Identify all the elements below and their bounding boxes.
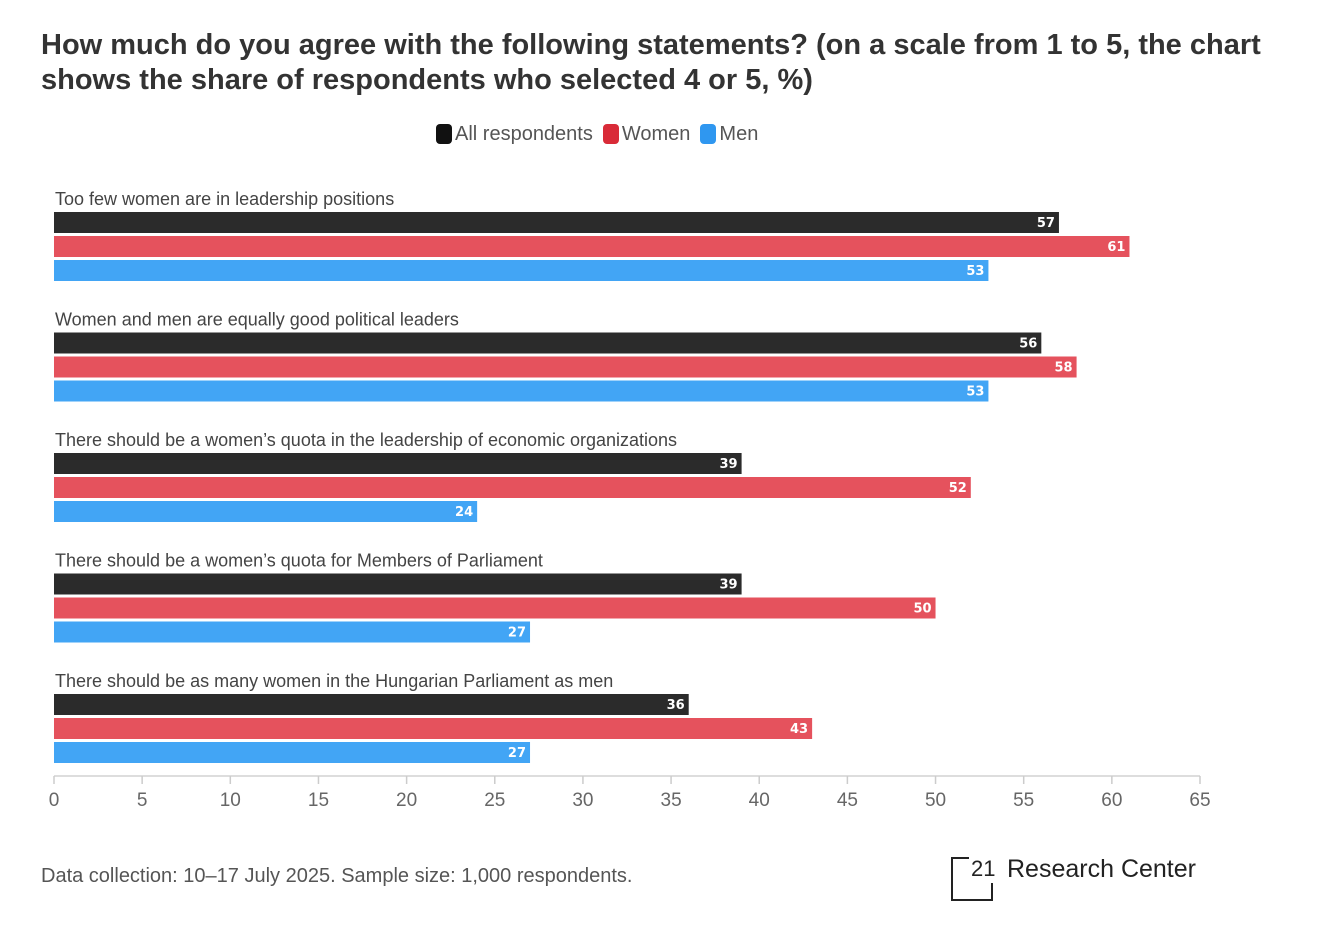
bar-value-label: 27 bbox=[508, 626, 526, 641]
bar-value-label: 56 bbox=[1019, 337, 1037, 352]
category-label: Women and men are equally good political… bbox=[55, 310, 459, 330]
bar-1 bbox=[54, 477, 971, 498]
bar-value-label: 39 bbox=[720, 457, 738, 472]
x-tick-label: 45 bbox=[837, 790, 858, 811]
x-tick-label: 30 bbox=[572, 790, 593, 811]
legend-label-all: All respondents bbox=[455, 122, 593, 145]
legend-swatch-all bbox=[436, 124, 452, 144]
bar-value-label: 39 bbox=[720, 578, 738, 593]
logo-mark: 21 bbox=[951, 857, 995, 901]
x-tick-label: 65 bbox=[1189, 790, 1210, 811]
bar-2 bbox=[54, 621, 531, 643]
bar-2 bbox=[54, 380, 989, 402]
bar-2 bbox=[54, 260, 989, 281]
legend-label-men: Men bbox=[719, 122, 759, 145]
logo: 21 Research Center bbox=[951, 857, 1196, 901]
x-tick-label: 35 bbox=[661, 790, 682, 811]
category-label: Too few women are in leadership position… bbox=[55, 189, 394, 209]
legend-item-women: Women bbox=[602, 122, 691, 146]
bar-value-label: 61 bbox=[1107, 240, 1125, 255]
logo-text: Research Center bbox=[1007, 855, 1196, 883]
x-tick-label: 10 bbox=[220, 790, 241, 811]
bar-value-label: 36 bbox=[667, 698, 685, 713]
x-tick-label: 60 bbox=[1101, 790, 1122, 811]
x-tick-label: 15 bbox=[308, 790, 329, 811]
bar-0 bbox=[54, 212, 1059, 233]
x-tick-label: 55 bbox=[1013, 790, 1034, 811]
bar-value-label: 58 bbox=[1054, 361, 1072, 376]
bar-1 bbox=[54, 718, 813, 739]
bar-0 bbox=[54, 453, 742, 474]
legend-item-all: All respondents bbox=[436, 123, 593, 146]
bar-value-label: 57 bbox=[1037, 216, 1055, 231]
legend-item-men: Men bbox=[700, 123, 758, 146]
bar-0 bbox=[54, 332, 1042, 354]
bar-1 bbox=[54, 236, 1130, 257]
bar-0 bbox=[54, 573, 742, 595]
x-tick-label: 0 bbox=[49, 790, 60, 811]
chart-title: How much do you agree with the following… bbox=[41, 29, 1261, 96]
x-tick-label: 20 bbox=[396, 790, 417, 811]
bar-value-label: 43 bbox=[790, 722, 808, 737]
bar-value-label: 24 bbox=[455, 505, 473, 520]
bar-2 bbox=[54, 501, 478, 522]
category-label: There should be a women’s quota in the l… bbox=[55, 430, 677, 450]
x-tick-label: 50 bbox=[925, 790, 946, 811]
bar-2 bbox=[54, 742, 531, 763]
legend-swatch-women bbox=[602, 124, 619, 144]
bar-value-label: 50 bbox=[913, 602, 931, 617]
x-tick-label: 5 bbox=[137, 790, 148, 811]
logo-number: 21 bbox=[971, 856, 996, 881]
category-label: There should be a women’s quota for Memb… bbox=[55, 551, 543, 571]
bar-value-label: 27 bbox=[508, 746, 526, 761]
legend-label-women: Women bbox=[621, 122, 691, 145]
legend-swatch-men bbox=[700, 124, 717, 144]
bar-value-label: 53 bbox=[966, 264, 984, 279]
bar-0 bbox=[54, 694, 689, 715]
bar-value-label: 53 bbox=[966, 385, 984, 400]
footnote: Data collection: 10–17 July 2025. Sample… bbox=[41, 865, 633, 887]
bar-chart: Too few women are in leadership position… bbox=[49, 189, 1211, 811]
bar-1 bbox=[54, 597, 936, 619]
bar-value-label: 52 bbox=[949, 481, 967, 496]
bar-1 bbox=[54, 356, 1077, 378]
x-tick-label: 40 bbox=[749, 790, 770, 811]
legend: All respondents Women Men bbox=[436, 122, 758, 146]
category-label: There should be as many women in the Hun… bbox=[55, 671, 613, 691]
x-tick-label: 25 bbox=[484, 790, 505, 811]
